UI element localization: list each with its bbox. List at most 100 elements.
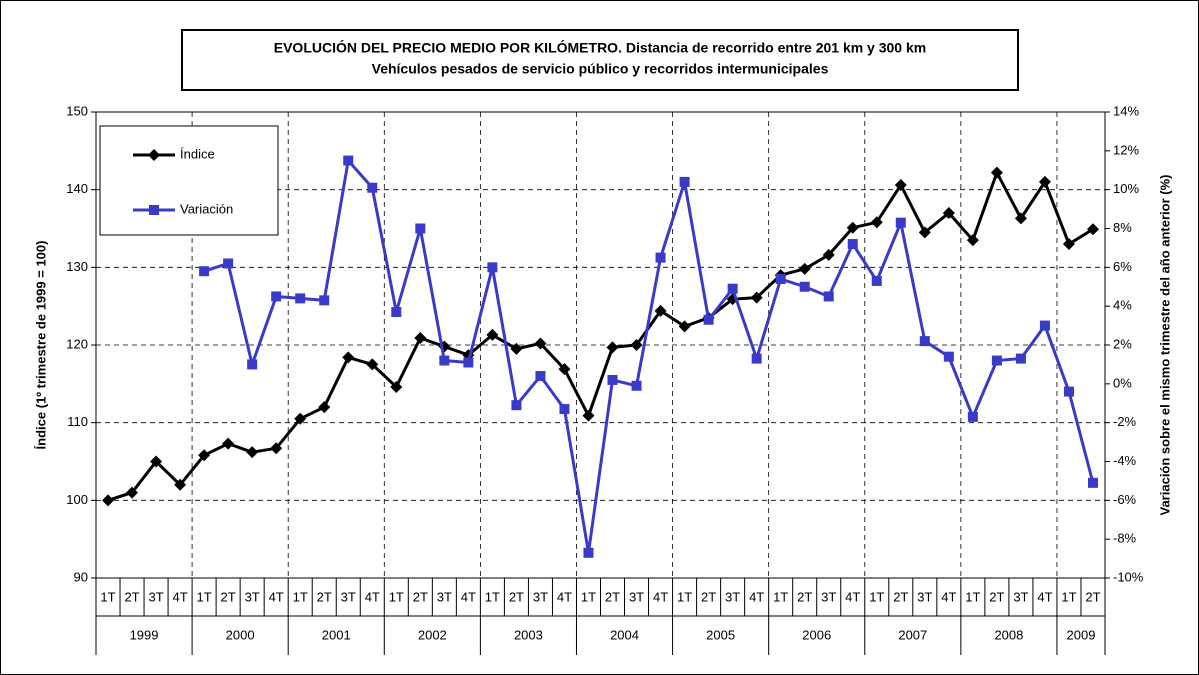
x-tick-label: 2T (893, 589, 908, 604)
marker (199, 266, 210, 277)
marker (102, 494, 115, 507)
y-tick-label: 120 (66, 336, 88, 351)
marker (535, 371, 546, 382)
marker (1015, 353, 1026, 364)
x-tick-label: 3T (725, 589, 740, 604)
x-group-label: 2004 (610, 627, 639, 642)
marker (750, 291, 763, 304)
x-tick-label: 1T (100, 589, 115, 604)
y2-tick-label: -8% (1113, 531, 1137, 546)
marker (991, 355, 1002, 366)
x-tick-label: 2T (1085, 589, 1100, 604)
marker (246, 446, 259, 459)
marker (606, 341, 619, 354)
x-tick-label: 4T (749, 589, 764, 604)
marker (847, 239, 858, 250)
marker (295, 293, 306, 304)
marker (439, 355, 450, 366)
legend-box (99, 125, 279, 236)
x-group-label: 2006 (802, 627, 831, 642)
x-tick-label: 2T (797, 589, 812, 604)
x-tick-label: 3T (341, 589, 356, 604)
y2-tick-label: -4% (1113, 453, 1137, 468)
x-tick-label: 4T (1037, 589, 1052, 604)
marker (870, 216, 883, 229)
marker (510, 342, 523, 355)
chart-title: EVOLUCIÓN DEL PRECIO MEDIO POR KILÓMETRO… (274, 39, 926, 56)
marker (727, 283, 738, 294)
marker (919, 336, 930, 347)
y2-axis-title: Variación sobre el mismo trimestre del a… (1157, 175, 1172, 516)
x-tick-label: 4T (557, 589, 572, 604)
marker (1014, 212, 1027, 225)
marker (414, 332, 427, 345)
legend-marker (149, 205, 159, 215)
marker (271, 291, 282, 302)
marker (534, 337, 547, 350)
marker (463, 357, 474, 368)
x-tick-label: 1T (965, 589, 980, 604)
y-tick-label: 140 (66, 181, 88, 196)
y2-tick-label: 2% (1113, 336, 1132, 351)
x-tick-label: 1T (677, 589, 692, 604)
marker (703, 314, 714, 325)
x-tick-label: 4T (365, 589, 380, 604)
y2-tick-label: -6% (1113, 492, 1137, 507)
y2-tick-label: 10% (1113, 181, 1139, 196)
y2-tick-label: 14% (1113, 103, 1139, 118)
x-tick-label: 3T (533, 589, 548, 604)
x-group-label: 2003 (514, 627, 543, 642)
x-group-label: 2005 (706, 627, 735, 642)
marker (367, 182, 378, 193)
marker (222, 437, 235, 450)
x-tick-label: 3T (148, 589, 163, 604)
y2-tick-label: 6% (1113, 259, 1132, 274)
x-tick-label: 2T (701, 589, 716, 604)
marker (607, 374, 618, 385)
marker (174, 478, 187, 491)
marker (390, 380, 403, 393)
marker (918, 226, 931, 239)
x-tick-label: 3T (1013, 589, 1028, 604)
y-tick-label: 90 (74, 569, 88, 584)
marker (391, 306, 402, 317)
x-group-label: 1999 (130, 627, 159, 642)
x-tick-label: 4T (845, 589, 860, 604)
y-tick-label: 130 (66, 259, 88, 274)
x-group-label: 2007 (898, 627, 927, 642)
legend-label: Variación (180, 201, 233, 216)
y2-tick-label: 0% (1113, 375, 1132, 390)
chart-subtitle: Vehículos pesados de servicio público y … (372, 61, 829, 77)
x-tick-label: 3T (437, 589, 452, 604)
marker (1039, 320, 1050, 331)
marker (679, 176, 690, 187)
x-tick-label: 4T (269, 589, 284, 604)
x-tick-label: 1T (389, 589, 404, 604)
y-tick-label: 100 (66, 492, 88, 507)
x-tick-label: 3T (917, 589, 932, 604)
marker (270, 442, 283, 455)
marker (582, 409, 595, 422)
x-tick-label: 1T (485, 589, 500, 604)
marker (126, 486, 139, 499)
x-tick-label: 1T (197, 589, 212, 604)
marker (966, 234, 979, 247)
marker (775, 273, 786, 284)
x-tick-label: 2T (509, 589, 524, 604)
marker (1038, 175, 1051, 188)
marker (318, 401, 331, 414)
y2-tick-label: 8% (1113, 220, 1132, 235)
x-tick-label: 2T (221, 589, 236, 604)
y2-tick-label: -2% (1113, 414, 1137, 429)
marker (319, 295, 330, 306)
marker (990, 166, 1003, 179)
marker (366, 358, 379, 371)
marker (943, 351, 954, 362)
x-tick-label: 4T (941, 589, 956, 604)
marker (486, 328, 499, 341)
title-box (181, 29, 1019, 91)
marker (942, 206, 955, 219)
marker (1063, 386, 1074, 397)
marker (654, 304, 667, 317)
